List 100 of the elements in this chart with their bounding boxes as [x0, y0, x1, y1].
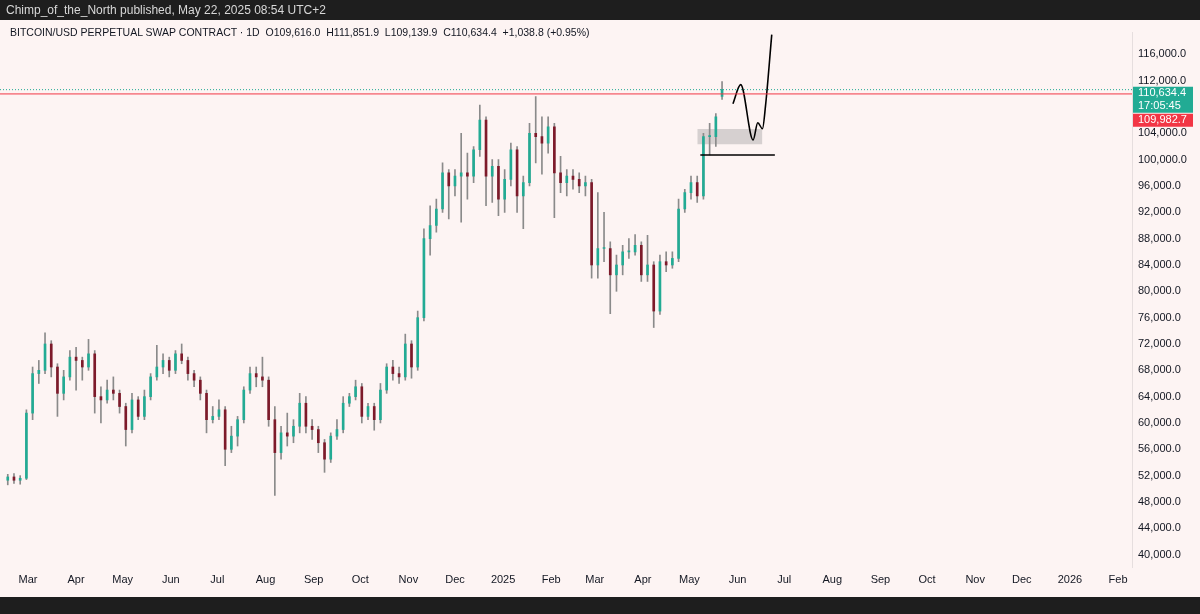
- candlestick: [87, 339, 90, 371]
- x-tick-label: Mar: [18, 573, 38, 586]
- candlestick: [56, 363, 59, 417]
- y-tick-label: 112,000.0: [1138, 73, 1187, 86]
- x-tick-label: Aug: [255, 573, 276, 586]
- x-tick-label: Nov: [965, 573, 986, 586]
- candlestick: [267, 376, 270, 427]
- candlestick: [180, 343, 184, 365]
- y-tick-label: 52,000.0: [1138, 468, 1181, 481]
- candlestick: [602, 211, 606, 263]
- candlestick: [18, 475, 22, 485]
- x-tick-label: Oct: [918, 573, 936, 586]
- x-tick-label: Jun: [161, 573, 180, 586]
- y-tick-label: 48,000.0: [1138, 495, 1181, 507]
- y-tick-label: 44,000.0: [1138, 521, 1181, 534]
- chart-title: BITCOIN/USD PERPETUAL SWAP CONTRACT · 1D O109,616.0 H111,851.9 L109,139.9 C110,634.4 +1,038.8 (+0.95%): [10, 26, 590, 38]
- x-tick-label: Apr: [67, 573, 85, 586]
- y-tick-label: 60,000.0: [1138, 416, 1181, 428]
- candlestick: [528, 123, 531, 187]
- candlestick: [149, 373, 152, 401]
- x-tick-label: Feb: [541, 573, 561, 586]
- x-tick-label: May: [679, 573, 701, 586]
- candlestick: [615, 254, 618, 292]
- chart-subtitle: Chimp_of_the_North published, May 22, 2025 08:54 UTC+2: [5, 2, 327, 19]
- candlestick: [466, 152, 469, 200]
- candlestick: [627, 238, 631, 259]
- x-tick-label: Dec: [445, 573, 466, 586]
- candlestick: [385, 363, 388, 394]
- y-tick-label: 76,000.0: [1138, 310, 1181, 323]
- x-tick-label: May: [112, 573, 134, 586]
- candlestick: [205, 389, 208, 434]
- candlestick: [584, 175, 587, 197]
- y-tick-label: 96,000.0: [1138, 179, 1181, 192]
- x-tick-label: Aug: [822, 573, 843, 586]
- candlestick: [261, 356, 264, 388]
- line-series: [732, 33, 773, 141]
- y-tick-label: 88,000.0: [1138, 231, 1181, 244]
- candlestick: [490, 159, 494, 203]
- candlestick: [211, 406, 215, 424]
- candlestick: [553, 123, 556, 218]
- x-tick-label: Nov: [398, 573, 419, 586]
- y-tick-label: 56,000.0: [1138, 442, 1181, 455]
- candlestick: [31, 366, 34, 421]
- candlestick: [621, 244, 625, 276]
- x-tick-label: 2025: [490, 573, 516, 586]
- y-tick-label: 100,000.0: [1138, 152, 1187, 165]
- x-tick-label: Mar: [585, 573, 605, 586]
- candlestick: [559, 156, 562, 193]
- candlestick: [174, 350, 177, 374]
- y-tick-label: 104,000.0: [1138, 126, 1187, 139]
- x-tick-label: Oct: [351, 573, 369, 586]
- x-tick-label: Apr: [634, 573, 652, 586]
- text: 17:05:45: [1138, 99, 1181, 112]
- candlestick: [62, 369, 65, 401]
- candlestick: [441, 162, 444, 213]
- candlestick: [354, 379, 357, 401]
- candlestick: [435, 198, 438, 233]
- candlestick: [639, 241, 643, 282]
- x-tick-label: Sep: [870, 573, 891, 586]
- candlestick: [708, 123, 711, 156]
- ref-line-label: 110,634.4: [1138, 86, 1187, 99]
- y-tick-label: 64,000.0: [1138, 389, 1181, 402]
- y-tick-label: 72,000.0: [1138, 337, 1181, 350]
- candlestick: [198, 376, 202, 401]
- candlestick: [677, 198, 680, 263]
- ref-line-label: 109,982.7: [1138, 113, 1187, 126]
- candlestick: [230, 425, 233, 453]
- candlestick: [472, 146, 475, 184]
- candlestick: [25, 409, 28, 480]
- x-tick-label: Sep: [303, 573, 324, 586]
- candlestick: [410, 340, 413, 379]
- candlestick: [143, 389, 146, 421]
- candlestick: [292, 419, 295, 444]
- candlestick: [497, 159, 500, 216]
- candlestick: [379, 383, 382, 424]
- y-tick-label: 84,000.0: [1138, 258, 1181, 271]
- y-tick-label: 116,000.0: [1138, 47, 1187, 60]
- y-tick-label: 68,000.0: [1138, 363, 1181, 376]
- x-tick-label: Jul: [777, 573, 792, 586]
- y-tick-label: 40,000.0: [1138, 547, 1181, 560]
- candlestick: [317, 425, 320, 453]
- candlestick: [590, 179, 593, 279]
- candlestick: [459, 132, 463, 223]
- candlestick: [503, 169, 506, 213]
- candlestick: [348, 393, 351, 407]
- x-tick-label: Feb: [1108, 573, 1128, 586]
- candlestick: [323, 439, 326, 473]
- candlestick: [702, 132, 705, 200]
- x-tick-label: 2026: [1057, 573, 1083, 586]
- candlestick: [37, 360, 41, 384]
- candlestick: [646, 235, 649, 282]
- candlestick: [236, 416, 239, 447]
- candlestick: [112, 376, 115, 401]
- x-tick-label: Jul: [210, 573, 225, 586]
- y-tick-label: 80,000.0: [1138, 284, 1181, 297]
- x-tick-label: Jun: [728, 573, 747, 586]
- candlestick: [298, 393, 302, 434]
- candlestick: [118, 389, 121, 414]
- x-tick-label: Dec: [1011, 573, 1033, 586]
- candlestick: [671, 251, 674, 269]
